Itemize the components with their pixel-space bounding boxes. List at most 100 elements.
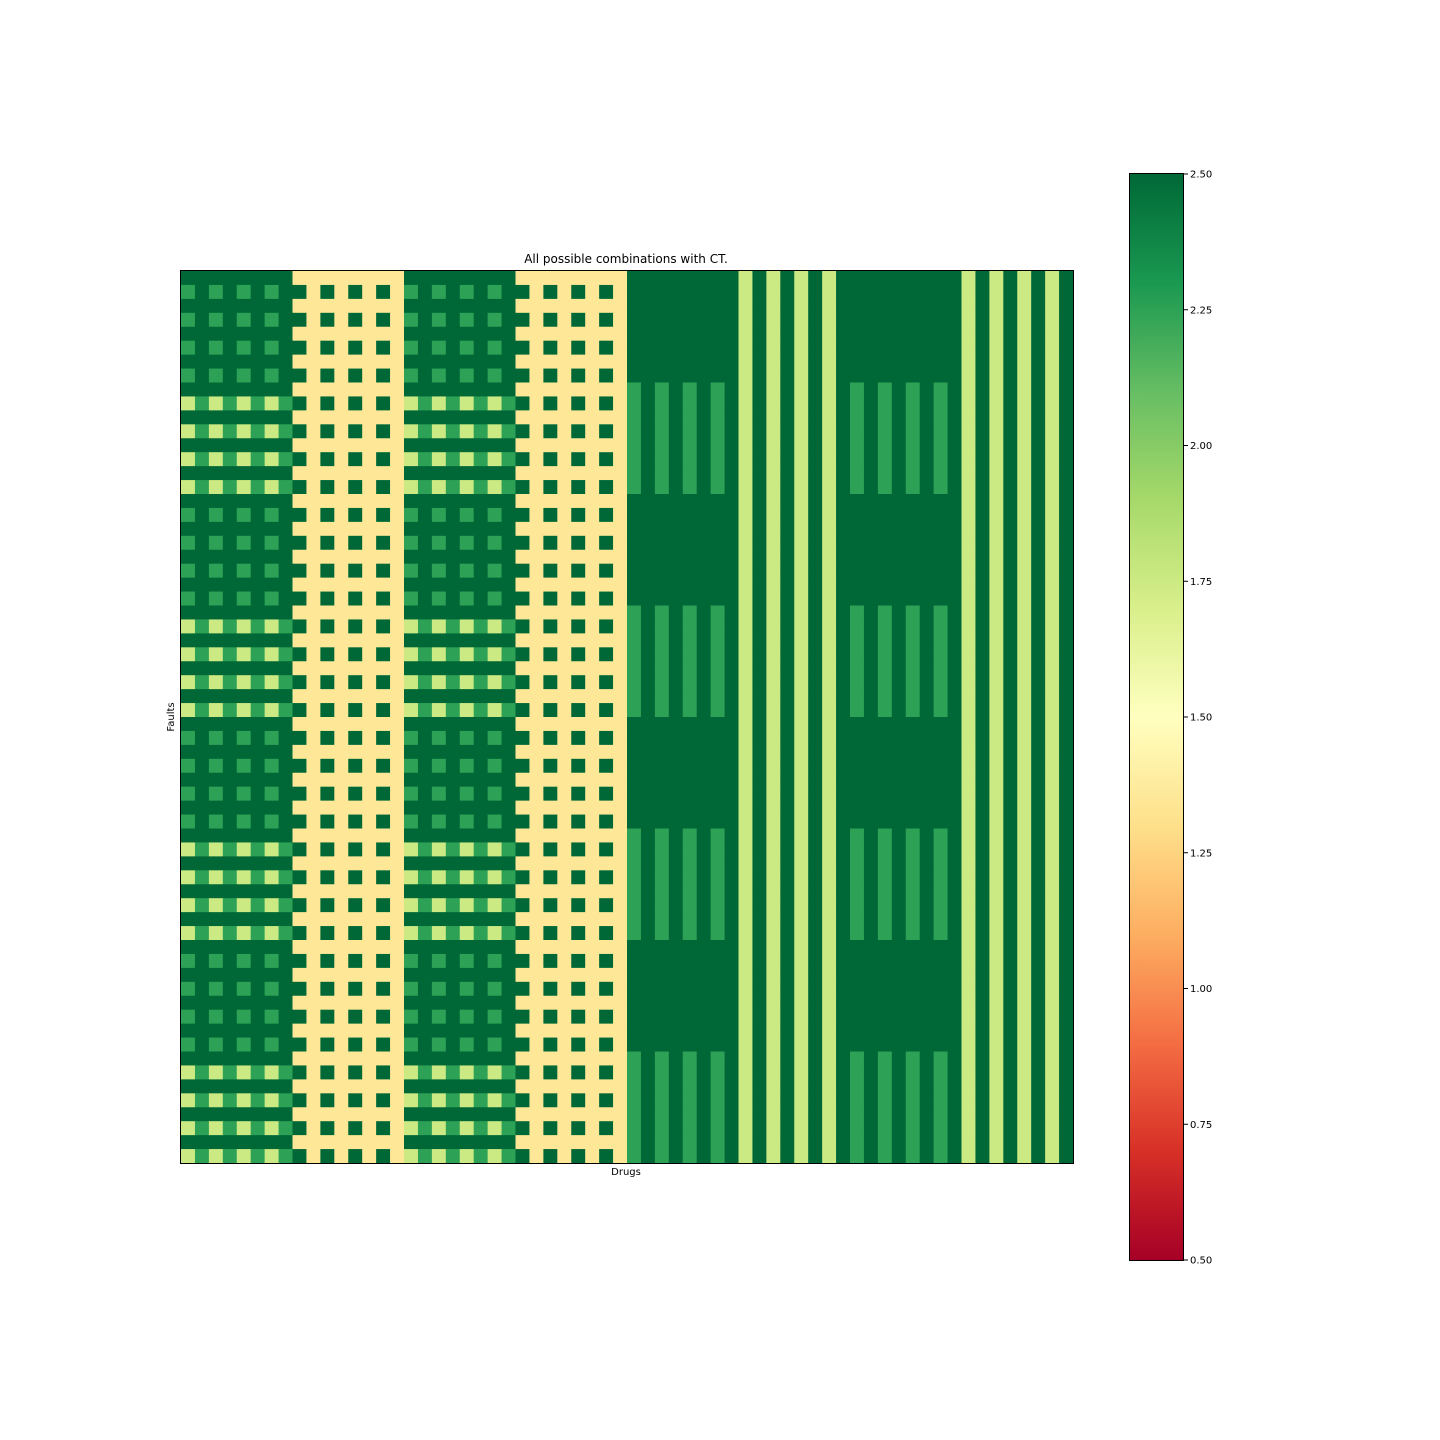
heatmap-cell: [808, 340, 823, 356]
heatmap-cell: [264, 647, 279, 662]
heatmap-cell: [1003, 786, 1018, 802]
heatmap-cell: [236, 842, 252, 857]
heatmap-cell: [181, 856, 196, 871]
heatmap-cell: [989, 1023, 1004, 1038]
heatmap-cell: [404, 577, 419, 592]
heatmap-cell: [348, 1093, 363, 1108]
heatmap-cell: [780, 396, 795, 411]
heatmap-cell: [585, 1107, 600, 1122]
heatmap-cell: [459, 521, 475, 537]
heatmap-cell: [571, 744, 586, 760]
heatmap-cell: [794, 1009, 809, 1025]
heatmap-cell: [473, 912, 489, 927]
heatmap-cell: [863, 340, 879, 356]
heatmap-cell: [599, 940, 614, 955]
heatmap-cell: [933, 758, 948, 774]
heatmap-cell: [654, 577, 670, 592]
heatmap-cell: [710, 675, 725, 690]
heatmap-cell: [250, 814, 266, 829]
heatmap-cell: [445, 312, 461, 328]
heatmap-cell: [208, 1079, 224, 1094]
heatmap-cell: [431, 814, 447, 829]
heatmap-cell: [780, 452, 795, 467]
heatmap-cell: [362, 870, 377, 885]
heatmap-cell: [445, 354, 461, 369]
heatmap-cell: [989, 577, 1004, 592]
heatmap-cell: [627, 577, 642, 592]
heatmap-cell: [306, 661, 321, 676]
heatmap-cell: [362, 926, 377, 941]
heatmap-cell: [543, 354, 558, 369]
heatmap-cell: [905, 368, 921, 383]
heatmap-cell: [822, 466, 837, 481]
heatmap-cell: [208, 354, 224, 369]
heatmap-cell: [334, 298, 349, 314]
heatmap-cell: [571, 884, 586, 899]
heatmap-cell: [627, 967, 642, 983]
heatmap-cell: [1003, 284, 1018, 300]
heatmap-cell: [933, 605, 948, 620]
heatmap-cell: [487, 967, 502, 983]
heatmap-cell: [181, 535, 196, 551]
heatmap-cell: [850, 284, 865, 300]
heatmap-cell: [487, 884, 502, 899]
heatmap-cell: [905, 563, 921, 579]
heatmap-cell: [529, 856, 544, 871]
heatmap-cell: [264, 828, 279, 843]
heatmap-cell: [501, 284, 516, 300]
heatmap-cell: [222, 1051, 238, 1066]
heatmap-cell: [780, 814, 795, 829]
heatmap-cell: [473, 1009, 489, 1025]
heatmap-cell: [863, 1079, 879, 1094]
heatmap-cell: [557, 995, 572, 1011]
heatmap-cell: [947, 981, 962, 997]
heatmap-cell: [752, 605, 767, 620]
heatmap-cell: [891, 1051, 907, 1066]
heatmap-cell: [585, 1079, 600, 1094]
heatmap-cell: [696, 786, 712, 802]
heatmap-cell: [348, 382, 363, 397]
heatmap-cell: [1045, 995, 1060, 1011]
heatmap-cell: [863, 1023, 879, 1038]
heatmap-cell: [473, 1107, 489, 1122]
heatmap-cell: [696, 521, 712, 537]
heatmap-cell: [933, 284, 948, 300]
heatmap-cell: [515, 340, 530, 356]
heatmap-cell: [348, 424, 363, 439]
heatmap-cell: [501, 995, 516, 1011]
heatmap-cell: [459, 633, 475, 648]
heatmap-cell: [278, 995, 293, 1011]
heatmap-cell: [362, 953, 377, 969]
heatmap-cell: [640, 1135, 656, 1150]
heatmap-cell: [989, 438, 1004, 453]
heatmap-cell: [919, 1149, 935, 1164]
heatmap-cell: [236, 1135, 252, 1150]
heatmap-cell: [222, 1149, 238, 1164]
heatmap-cell: [292, 647, 307, 662]
heatmap-cell: [278, 828, 293, 843]
heatmap-cell: [278, 1107, 293, 1122]
heatmap-cell: [682, 577, 698, 592]
heatmap-cell: [724, 870, 739, 885]
heatmap-cell: [654, 800, 670, 815]
heatmap-cell: [696, 800, 712, 815]
heatmap-cell: [404, 298, 419, 314]
heatmap-cell: [877, 772, 893, 788]
heatmap-cell: [1031, 1135, 1046, 1150]
heatmap-cell: [808, 507, 823, 523]
heatmap-cell: [208, 605, 224, 620]
heatmap-cell: [682, 549, 698, 565]
heatmap-cell: [989, 521, 1004, 537]
heatmap-cell: [585, 884, 600, 899]
heatmap-cell: [181, 898, 196, 913]
heatmap-cell: [515, 912, 530, 927]
heatmap-cell: [696, 480, 712, 495]
heatmap-cell: [515, 424, 530, 439]
heatmap-cell: [780, 1037, 795, 1052]
heatmap-cell: [557, 1065, 572, 1080]
heatmap-cell: [989, 967, 1004, 983]
heatmap-cell: [404, 340, 419, 356]
heatmap-cell: [264, 870, 279, 885]
heatmap-cell: [696, 772, 712, 788]
heatmap-cell: [208, 563, 224, 579]
